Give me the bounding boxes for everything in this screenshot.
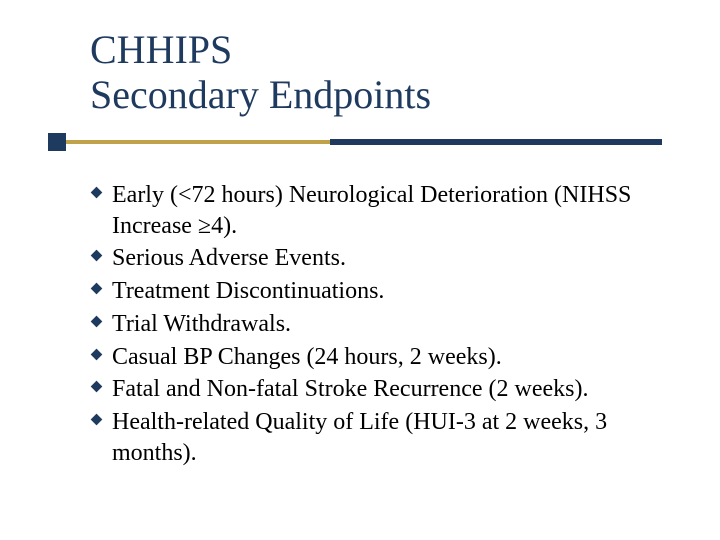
bullet-text: Trial Withdrawals.	[112, 309, 291, 340]
diamond-bullet-icon	[90, 348, 112, 361]
slide: { "colors": { "title_color": "#1f3a5f", …	[0, 0, 720, 540]
title-line1: CHHIPS	[90, 27, 232, 72]
diamond-bullet-icon	[90, 249, 112, 262]
diamond-bullet-icon	[90, 282, 112, 295]
title-line2: Secondary Endpoints	[90, 72, 431, 117]
title-block: CHHIPS Secondary Endpoints	[90, 28, 650, 118]
accent-bar-right	[330, 139, 662, 145]
list-item: Fatal and Non-fatal Stroke Recurrence (2…	[90, 374, 680, 405]
bullet-list: Early (<72 hours) Neurological Deteriora…	[90, 180, 680, 470]
accent-square-icon	[48, 133, 66, 151]
list-item: Trial Withdrawals.	[90, 309, 680, 340]
diamond-bullet-icon	[90, 413, 112, 426]
bullet-text: Health-related Quality of Life (HUI-3 at…	[112, 407, 680, 468]
bullet-text: Casual BP Changes (24 hours, 2 weeks).	[112, 342, 502, 373]
bullet-text: Early (<72 hours) Neurological Deteriora…	[112, 180, 680, 241]
list-item: Casual BP Changes (24 hours, 2 weeks).	[90, 342, 680, 373]
diamond-bullet-icon	[90, 380, 112, 393]
diamond-bullet-icon	[90, 186, 112, 199]
slide-title: CHHIPS Secondary Endpoints	[90, 28, 650, 118]
list-item: Serious Adverse Events.	[90, 243, 680, 274]
list-item: Early (<72 hours) Neurological Deteriora…	[90, 180, 680, 241]
list-item: Treatment Discontinuations.	[90, 276, 680, 307]
diamond-bullet-icon	[90, 315, 112, 328]
bullet-text: Serious Adverse Events.	[112, 243, 346, 274]
bullet-text: Fatal and Non-fatal Stroke Recurrence (2…	[112, 374, 588, 405]
bullet-text: Treatment Discontinuations.	[112, 276, 384, 307]
list-item: Health-related Quality of Life (HUI-3 at…	[90, 407, 680, 468]
